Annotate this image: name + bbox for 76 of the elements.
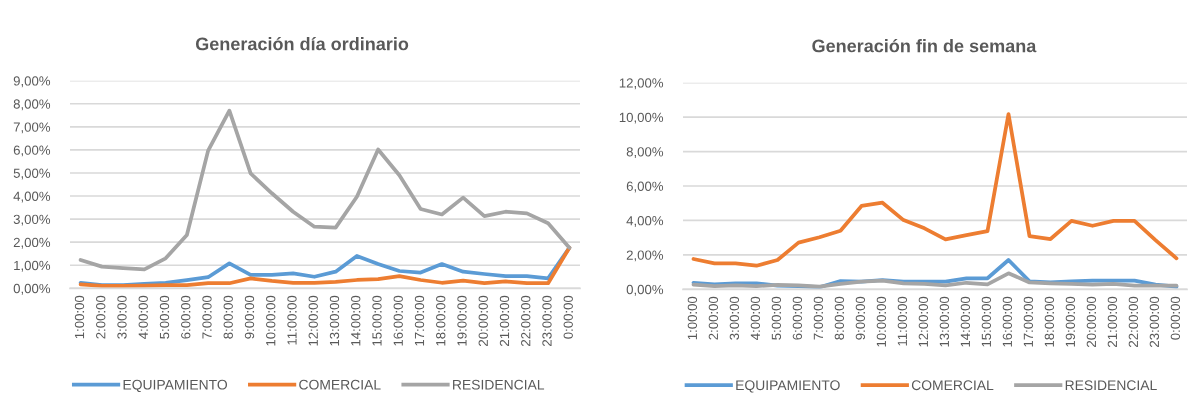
y-tick-label: 9,00% — [13, 76, 51, 88]
x-tick-label: 23:00:00 — [542, 295, 552, 346]
x-tick-label: 1:00:00 — [74, 295, 85, 339]
y-tick-label: 1,00% — [14, 260, 51, 272]
line-series — [691, 112, 1179, 268]
x-tick-label: 8:00:00 — [834, 296, 845, 340]
x-tick-label: 0:00:00 — [563, 295, 573, 339]
y-tick-label: 7,00% — [13, 122, 51, 134]
x-tick-label: 15:00:00 — [372, 295, 382, 346]
x-tick-label: 0:00:00 — [1170, 296, 1181, 340]
x-tick-label: 10:00:00 — [266, 295, 276, 346]
x-tick-label: 11:00:00 — [897, 296, 908, 346]
x-tick-label: 19:00:00 — [1065, 296, 1076, 347]
x-tick-label: 9:00:00 — [244, 295, 255, 339]
legend-label: COMERCIAL — [911, 380, 994, 391]
x-tick-label: 13:00:00 — [939, 296, 950, 347]
x-tick-label: 20:00:00 — [478, 295, 488, 346]
x-tick-label: 23:00:00 — [1149, 296, 1160, 347]
y-tick-label: 2,00% — [626, 250, 664, 262]
y-tick-label: 0,00% — [626, 284, 664, 296]
x-tick-label: 6:00:00 — [792, 296, 803, 340]
x-tick-label: 10:00:00 — [876, 296, 887, 347]
x-tick-label: 12:00:00 — [308, 295, 318, 346]
y-tick-label: 8,00% — [13, 99, 51, 111]
x-tick-label: 11:00:00 — [287, 295, 297, 345]
line-series — [78, 108, 572, 272]
x-tick-label: 19:00:00 — [457, 295, 467, 346]
x-tick-label: 21:00:00 — [499, 295, 510, 346]
x-tick-label: 21:00:00 — [1107, 296, 1118, 347]
x-tick-label: 17:00:00 — [1023, 296, 1034, 347]
legend-label: RESIDENCIAL — [1065, 380, 1157, 391]
y-tick-label: 5,00% — [13, 168, 51, 180]
x-tick-label: 5:00:00 — [159, 295, 170, 339]
x-tick-label: 5:00:00 — [771, 296, 782, 340]
x-tick-label: 16:00:00 — [1002, 296, 1013, 347]
y-tick-label: 10,00% — [619, 112, 664, 124]
y-tick-label: 6,00% — [626, 181, 664, 193]
y-tick-label: 2,00% — [13, 237, 51, 249]
x-tick-label: 20:00:00 — [1086, 296, 1097, 347]
x-tick-label: 15:00:00 — [981, 296, 992, 347]
y-tick-label: 3,00% — [13, 214, 51, 226]
x-tick-label: 7:00:00 — [813, 296, 824, 340]
y-tick-label: 6,00% — [13, 145, 51, 157]
x-tick-label: 2:00:00 — [96, 295, 106, 339]
y-tick-label: 8,00% — [626, 147, 664, 159]
x-tick-label: 3:00:00 — [117, 295, 127, 339]
x-tick-label: 12:00:00 — [918, 296, 929, 347]
x-tick-label: 14:00:00 — [351, 295, 361, 346]
y-tick-label: 0,00% — [13, 283, 51, 295]
x-tick-label: 18:00:00 — [1044, 296, 1055, 347]
x-tick-label: 9:00:00 — [855, 296, 866, 340]
x-tick-label: 16:00:00 — [393, 295, 403, 346]
x-tick-label: 4:00:00 — [138, 295, 148, 339]
x-tick-label: 22:00:00 — [1128, 296, 1139, 347]
x-tick-label: 1:00:00 — [687, 296, 698, 340]
x-tick-label: 2:00:00 — [708, 296, 719, 340]
y-tick-label: 4,00% — [13, 191, 51, 203]
legend-label: EQUIPAMIENTO — [736, 380, 840, 393]
x-tick-label: 7:00:00 — [202, 295, 212, 339]
legend-label: COMERCIAL — [299, 379, 381, 390]
legend-label: RESIDENCIAL — [453, 379, 545, 390]
legend-label: EQUIPAMIENTO — [123, 379, 228, 393]
x-tick-label: 14:00:00 — [960, 296, 971, 347]
x-tick-label: 18:00:00 — [436, 295, 446, 346]
x-tick-label: 3:00:00 — [729, 296, 740, 340]
x-tick-label: 22:00:00 — [521, 295, 531, 346]
chart-title: Generación fin de semana — [812, 38, 1037, 53]
x-tick-label: 17:00:00 — [414, 295, 425, 346]
x-tick-label: 13:00:00 — [329, 295, 340, 346]
line-series — [691, 271, 1179, 289]
chart-title: Generación día ordinario — [195, 36, 409, 51]
y-tick-label: 4,00% — [626, 216, 664, 227]
x-tick-label: 8:00:00 — [223, 295, 233, 339]
x-tick-label: 6:00:00 — [181, 295, 191, 339]
y-tick-label: 12,00% — [619, 78, 664, 90]
x-tick-label: 4:00:00 — [750, 296, 761, 340]
